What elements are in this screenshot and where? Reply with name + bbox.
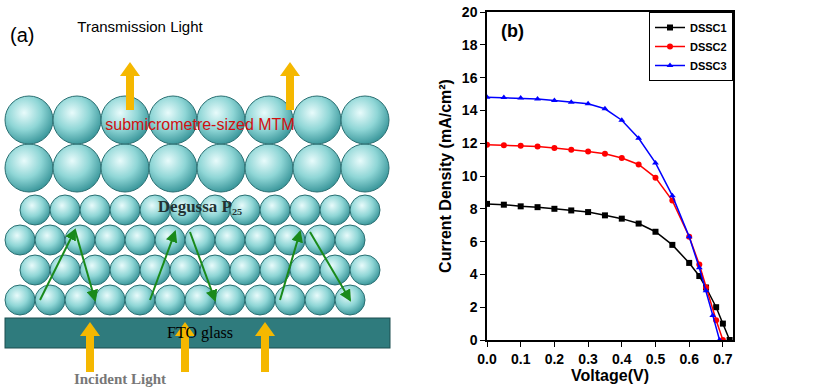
svg-text:(a): (a): [10, 24, 34, 46]
svg-text:10: 10: [462, 168, 478, 184]
svg-text:Degussa P₂₅: Degussa P₂₅: [158, 197, 242, 216]
svg-text:0.5: 0.5: [646, 351, 666, 367]
svg-text:8: 8: [470, 201, 478, 217]
svg-text:DSSC3: DSSC3: [690, 60, 727, 72]
svg-text:2: 2: [470, 299, 478, 315]
svg-text:DSSC2: DSSC2: [690, 41, 727, 53]
svg-text:Incident Light: Incident Light: [74, 371, 166, 387]
svg-text:0.6: 0.6: [679, 351, 699, 367]
svg-text:submicrometre-sized MTM: submicrometre-sized MTM: [105, 116, 294, 133]
svg-text:16: 16: [462, 70, 478, 86]
svg-text:Transmission Light: Transmission Light: [77, 18, 203, 35]
svg-text:12: 12: [462, 135, 478, 151]
svg-text:4: 4: [470, 266, 478, 282]
svg-text:DSSC1: DSSC1: [690, 22, 727, 34]
svg-text:0.3: 0.3: [578, 351, 598, 367]
svg-text:14: 14: [462, 102, 478, 118]
svg-text:(b): (b): [501, 21, 524, 41]
svg-text:0.4: 0.4: [612, 351, 632, 367]
svg-text:Current Density (mA/cm²): Current Density (mA/cm²): [437, 79, 454, 273]
svg-text:0: 0: [470, 332, 478, 348]
svg-text:0.0: 0.0: [477, 351, 497, 367]
svg-text:Voltage(V): Voltage(V): [571, 367, 649, 384]
svg-text:6: 6: [470, 234, 478, 250]
svg-text:0.1: 0.1: [511, 351, 531, 367]
svg-text:0.2: 0.2: [545, 351, 565, 367]
svg-text:20: 20: [462, 4, 478, 20]
svg-text:0.7: 0.7: [713, 351, 733, 367]
svg-text:FTO glass: FTO glass: [167, 324, 233, 342]
svg-text:18: 18: [462, 37, 478, 53]
